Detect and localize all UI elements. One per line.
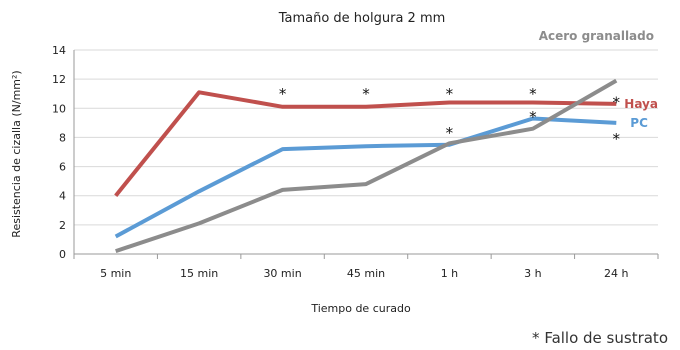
- series-label-1: Haya: [624, 97, 658, 111]
- substrate-failure-star: *: [362, 85, 370, 103]
- series-label-2: PC: [630, 116, 648, 130]
- series-lines: [114, 78, 618, 253]
- y-tick-label: 12: [52, 73, 66, 86]
- y-tick-label: 6: [59, 161, 66, 174]
- grid: [73, 49, 659, 259]
- x-tick-label: 45 min: [347, 267, 385, 280]
- chart-title: Tamaño de holgura 2 mm: [278, 11, 446, 26]
- series-line-1: [114, 90, 617, 197]
- substrate-failure-star: *: [279, 85, 287, 103]
- y-tick-label: 4: [59, 190, 66, 203]
- substrate-failure-markers: * * * * * * * *: [279, 85, 621, 148]
- y-axis-label: Resistencia de cizalla (N/mm²): [10, 70, 23, 237]
- x-tick-label: 5 min: [100, 267, 131, 280]
- substrate-failure-star: *: [613, 130, 621, 148]
- substrate-failure-star: *: [446, 85, 454, 103]
- footnote: * Fallo de sustrato: [532, 329, 668, 347]
- x-tick-label: 1 h: [441, 267, 458, 280]
- substrate-failure-star: *: [446, 124, 454, 142]
- x-tick-label: 3 h: [524, 267, 541, 280]
- substrate-failure-star: *: [529, 85, 537, 103]
- y-tick-label: 8: [59, 131, 66, 144]
- x-axis-label: Tiempo de curado: [310, 302, 411, 315]
- x-tick-labels: 5 min 15 min 30 min 45 min 1 h 3 h 24 h: [100, 267, 628, 280]
- y-tick-label: 0: [59, 248, 66, 261]
- series-labels: Haya PC Acero granallado: [539, 29, 658, 130]
- y-tick-label: 14: [52, 44, 66, 57]
- x-tick-label: 15 min: [180, 267, 218, 280]
- y-tick-label: 2: [59, 219, 66, 232]
- series-line-2: [114, 116, 617, 239]
- y-tick-label: 10: [52, 102, 66, 115]
- x-tick-label: 30 min: [263, 267, 301, 280]
- series-line-3: [115, 78, 618, 253]
- y-tick-labels: 0 2 4 6 8 10 12 14: [52, 44, 66, 261]
- substrate-failure-star: *: [529, 108, 537, 126]
- series-label-3: Acero granallado: [539, 29, 654, 43]
- substrate-failure-star: *: [613, 94, 621, 112]
- x-tick-label: 24 h: [604, 267, 628, 280]
